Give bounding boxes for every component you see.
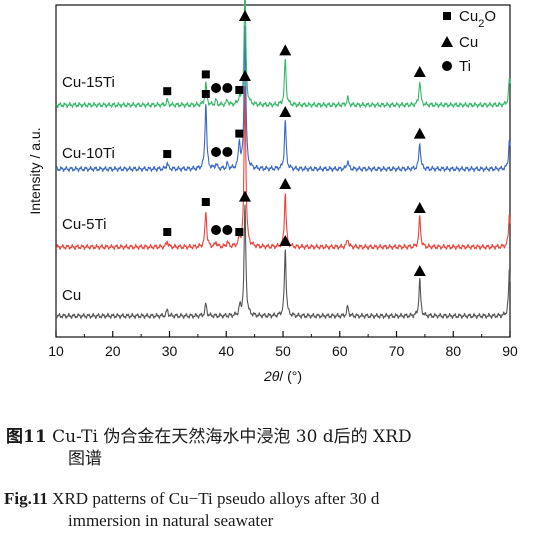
xrd-pattern-cu: [55, 204, 511, 320]
caption-en-lead: Fig.11: [4, 489, 48, 508]
xrd-pattern-cu-15ti: [55, 0, 511, 109]
x-tick-label: 90: [502, 343, 518, 359]
xrd-chart: Cu Cu-5Ti Cu-10Ti Cu-15Ti 10 20 30 40 50 60 70 80 9…: [27, 0, 518, 384]
peak-marker-triangle: [413, 66, 426, 77]
peak-marker-triangle: [413, 265, 426, 276]
x-tick-label: 20: [105, 343, 121, 359]
peak-marker-triangle: [279, 106, 292, 117]
x-axis-title: 2θ/ (°): [263, 368, 302, 384]
x-tick-label: 10: [48, 343, 64, 359]
peak-marker-circle: [222, 225, 233, 235]
legend-marker-square: [443, 12, 451, 20]
peak-marker-square: [163, 87, 172, 96]
peak-marker-square: [235, 228, 244, 236]
peak-marker-triangle: [238, 190, 251, 202]
y-axis-title: Intensity / a.u.: [27, 127, 43, 214]
legend-marker-triangle: [441, 36, 453, 47]
x-tick-label: 80: [445, 343, 461, 359]
peak-marker-square: [201, 90, 210, 98]
peak-marker-triangle: [279, 235, 292, 246]
peak-marker-square: [235, 86, 244, 94]
peak-marker-square: [235, 129, 244, 138]
series-label: Cu-15Ti: [62, 74, 115, 91]
x-tick-label: 70: [389, 343, 405, 359]
caption-cn-lead: 图11: [6, 427, 47, 447]
x-tick-label: 30: [162, 343, 178, 359]
peak-marker-triangle: [413, 202, 426, 213]
legend-marker-circle: [442, 61, 452, 71]
x-tick-label: 60: [332, 343, 348, 359]
series-label: Cu-5Ti: [62, 216, 106, 233]
peak-marker-square: [201, 198, 210, 206]
peak-marker-circle: [222, 147, 233, 157]
caption-cn-text2: 图谱: [68, 449, 102, 469]
figure-caption-chinese: 图11 Cu-Ti 伪合金在天然海水中浸泡 30 d后的 XRD 图谱: [0, 426, 550, 470]
peak-marker-square: [163, 150, 172, 158]
legend-label: Cu: [459, 34, 478, 51]
caption-en-text2: immersion in natural seawater: [68, 511, 274, 530]
x-tick-label: 40: [218, 343, 234, 359]
legend-label: Ti: [459, 58, 471, 75]
xrd-pattern-cu-5ti: [55, 86, 511, 251]
peak-marker-circle: [211, 147, 222, 157]
legend-label: Cu2O: [459, 8, 496, 30]
series-label: Cu: [62, 287, 81, 304]
caption-en-text: XRD patterns of Cu−Ti pseudo alloys afte…: [47, 489, 380, 508]
peak-marker-triangle: [238, 10, 251, 21]
series-label: Cu-10Ti: [62, 145, 115, 162]
x-tick-label: 50: [275, 343, 291, 359]
figure-caption-english: Fig.11 XRD patterns of Cu−Ti pseudo allo…: [0, 488, 550, 532]
peak-marker-triangle: [279, 178, 292, 189]
peak-marker-circle: [211, 83, 222, 93]
xrd-pattern-cu-10ti: [55, 25, 511, 173]
peak-marker-circle: [222, 83, 233, 93]
peak-marker-square: [201, 70, 210, 79]
peak-marker-triangle: [413, 127, 426, 139]
peak-marker-triangle: [238, 70, 251, 81]
peak-marker-square: [163, 228, 172, 236]
peak-marker-triangle: [279, 44, 292, 56]
peak-marker-circle: [211, 225, 222, 235]
caption-cn-text: Cu-Ti 伪合金在天然海水中浸泡 30 d后的 XRD: [46, 427, 412, 447]
